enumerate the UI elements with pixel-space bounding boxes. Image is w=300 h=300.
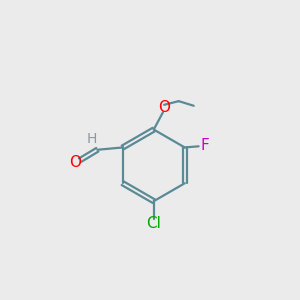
Text: Cl: Cl: [146, 216, 161, 231]
Text: O: O: [158, 100, 170, 115]
Text: H: H: [86, 132, 97, 146]
Text: O: O: [69, 155, 81, 170]
Text: F: F: [201, 138, 209, 153]
